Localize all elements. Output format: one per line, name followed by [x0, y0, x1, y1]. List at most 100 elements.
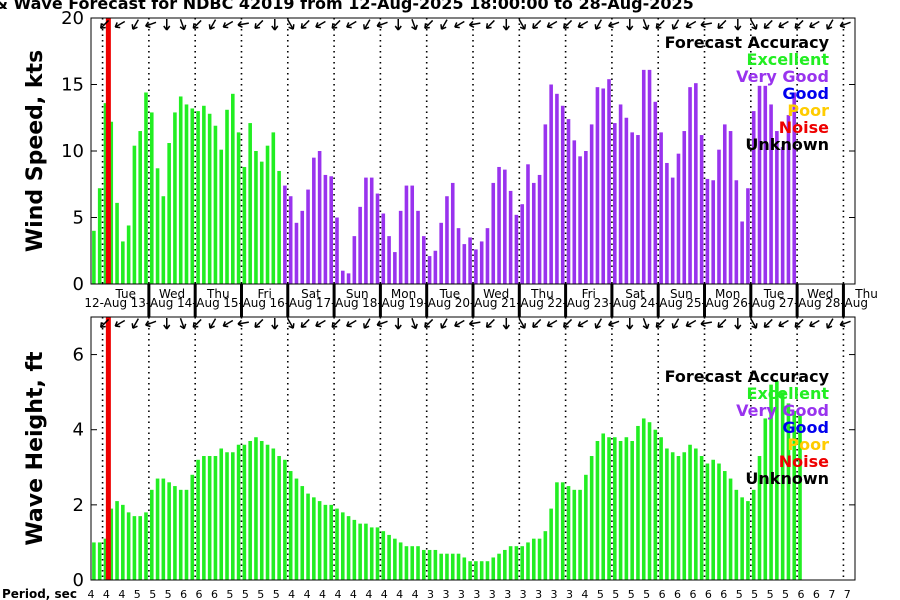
bar [757, 456, 762, 580]
bar [798, 414, 802, 580]
bar [138, 131, 142, 284]
bar [740, 221, 744, 284]
bar [491, 182, 496, 284]
bar [254, 437, 258, 580]
bar [317, 151, 322, 284]
bar [306, 189, 310, 284]
day-name-label: Tue [114, 287, 136, 301]
bar [468, 561, 472, 580]
bar [624, 117, 629, 284]
bar [109, 121, 114, 285]
bar [763, 85, 768, 284]
period-value: 5 [751, 588, 758, 600]
period-value: 5 [149, 588, 156, 600]
bar [572, 489, 577, 580]
bar [699, 135, 704, 284]
direction-arrow-icon [271, 19, 279, 31]
bar [369, 177, 374, 284]
period-value: 6 [674, 588, 681, 600]
bar [132, 145, 137, 284]
direction-arrow-icon [518, 318, 527, 329]
bar [184, 104, 189, 284]
bar [589, 124, 594, 285]
bar [427, 256, 432, 284]
bar [259, 440, 264, 580]
day-name-label: Sun [346, 287, 369, 301]
period-value: 3 [458, 588, 465, 600]
bar [618, 440, 623, 580]
bar [381, 213, 386, 284]
direction-arrow-icon [655, 318, 665, 328]
direction-arrow-icon [826, 19, 834, 30]
period-value: 3 [473, 588, 480, 600]
direction-arrow-icon [809, 319, 820, 328]
date-label: 24-Aug [640, 296, 683, 310]
direction-arrow-icon [468, 319, 481, 327]
direction-arrow-icon [331, 318, 341, 328]
direction-arrow-icon [518, 19, 527, 30]
date-label: 27-Aug [779, 296, 822, 310]
bar [751, 489, 756, 580]
bar [173, 112, 177, 285]
bar [670, 177, 675, 284]
period-value: 3 [442, 588, 449, 600]
day-name-label: Wed [159, 287, 185, 301]
bar [543, 531, 548, 580]
direction-arrow-icon [717, 318, 727, 328]
date-label: 23-Aug [594, 296, 637, 310]
period-value: 3 [489, 588, 496, 600]
bar [792, 410, 797, 580]
direction-arrow-icon [363, 318, 371, 329]
bar [503, 549, 507, 580]
legend-item-unknown: Unknown [745, 135, 829, 154]
direction-arrow-icon [626, 318, 634, 330]
bar [450, 182, 455, 284]
bar [786, 403, 791, 580]
period-value: 6 [797, 588, 804, 600]
bar [312, 497, 316, 580]
bar [242, 166, 247, 284]
direction-arrow-icon [376, 320, 388, 328]
bar [578, 156, 582, 284]
y-axis-label: Wave Height, ft [23, 351, 48, 546]
period-value: 4 [118, 588, 125, 600]
bar [231, 452, 235, 580]
direction-arrow-icon [145, 21, 157, 29]
bar [213, 456, 218, 580]
direction-arrow-icon [546, 319, 558, 328]
bar [190, 474, 195, 580]
bar [225, 452, 229, 580]
date-label: 21-Aug [501, 296, 544, 310]
period-value: 6 [689, 588, 696, 600]
bar [97, 542, 102, 580]
y-tick-label: 5 [73, 208, 84, 229]
period-value: 3 [566, 588, 573, 600]
direction-arrow-icon [208, 19, 217, 30]
direction-arrow-icon [131, 19, 140, 30]
bar [555, 482, 559, 580]
bar [404, 185, 409, 284]
bar [665, 448, 669, 580]
bar [335, 508, 339, 580]
direction-arrow-icon [763, 318, 773, 328]
period-value: 5 [242, 588, 249, 600]
direction-arrow-icon [485, 19, 495, 29]
bar [329, 176, 333, 284]
direction-arrow-icon [179, 318, 187, 330]
period-value: 3 [551, 588, 558, 600]
legend-item-excellent: Excellent [747, 50, 830, 69]
bar [109, 508, 114, 580]
direction-arrow-icon [424, 19, 434, 29]
direction-arrow-icon [734, 318, 742, 330]
direction-arrow-icon [563, 318, 573, 328]
direction-arrow-icon [300, 19, 310, 29]
bar [132, 516, 137, 580]
direction-arrow-icon [114, 319, 126, 328]
bar [375, 193, 380, 284]
bar [769, 384, 773, 580]
y-tick-label: 0 [73, 570, 84, 591]
bar [207, 113, 212, 284]
bar [653, 429, 658, 580]
bar [149, 112, 154, 285]
direction-arrow-icon [532, 19, 542, 29]
